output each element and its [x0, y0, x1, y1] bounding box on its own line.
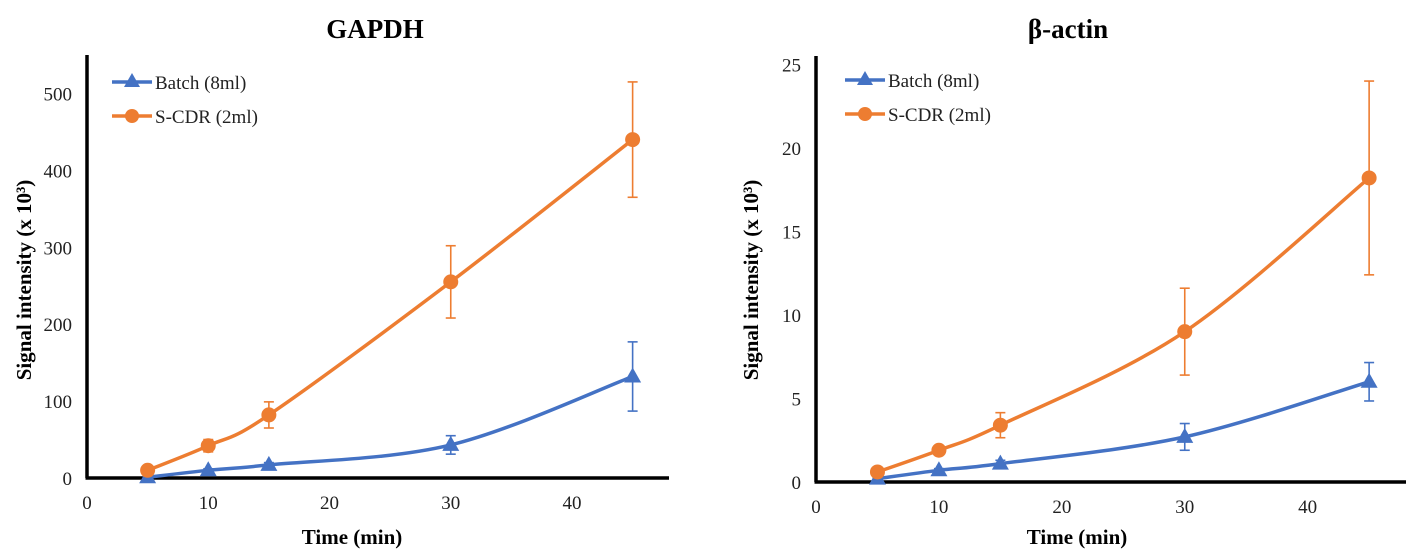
data-point-circle [1361, 170, 1377, 186]
series-scdr [140, 81, 641, 478]
data-point-circle [140, 462, 156, 478]
data-point-circle [200, 438, 216, 454]
plot-area: 0 100 200 300 400 500 0 10 20 30 40 Batch (8ml) S-CD… [44, 55, 669, 514]
legend-marker-circle [125, 109, 139, 123]
beta-actin-chart: β-actin Time (min) Signal intensity (x 1… [739, 14, 1406, 549]
legend-marker-circle [858, 107, 872, 121]
y-tick-label: 20 [782, 139, 801, 160]
legend-label: Batch (8ml) [155, 73, 246, 94]
legend-label: S-CDR (2ml) [888, 105, 991, 126]
legend-item: Batch (8ml) [845, 71, 979, 92]
series-batch [139, 341, 642, 484]
legend-item: S-CDR (2ml) [112, 107, 258, 128]
x-tick-label: 20 [320, 493, 339, 514]
y-tick-label: 0 [792, 473, 802, 494]
y-tick-label: 5 [792, 389, 802, 410]
gapdh-chart: GAPDH Time (min) Signal intensity (x 10³… [12, 14, 669, 549]
data-point-triangle [991, 454, 1009, 470]
data-point-triangle [930, 461, 948, 477]
x-tick-label: 0 [811, 497, 821, 518]
x-tick-label: 40 [563, 493, 582, 514]
data-point-circle [443, 274, 459, 290]
x-tick-label: 40 [1298, 497, 1317, 518]
x-tick-label: 30 [1175, 497, 1194, 518]
x-tick-label: 10 [199, 493, 218, 514]
beta-actin-chart-panel: β-actin Time (min) Signal intensity (x 1… [725, 0, 1413, 559]
legend-marker-triangle [124, 73, 140, 87]
data-point-circle [869, 464, 885, 480]
series-line [147, 374, 634, 479]
chart-title: GAPDH [326, 14, 424, 44]
legend-item: Batch (8ml) [112, 73, 246, 94]
series-line [877, 380, 1370, 481]
y-axis-title: Signal intensity (x 10³) [12, 180, 36, 381]
data-point-circle [1177, 324, 1193, 340]
legend-marker-triangle [857, 71, 873, 85]
chart-title: β-actin [1028, 14, 1108, 44]
series-scdr [869, 80, 1377, 480]
x-tick-label: 10 [929, 497, 948, 518]
data-point-triangle [442, 435, 460, 451]
y-tick-label: 300 [44, 238, 73, 259]
data-point-triangle [624, 367, 642, 383]
x-axis-title: Time (min) [302, 525, 403, 549]
data-point-triangle [1176, 427, 1194, 443]
y-axis-title: Signal intensity (x 10³) [739, 180, 763, 381]
y-tick-label: 400 [44, 161, 73, 182]
legend-item: S-CDR (2ml) [845, 105, 991, 126]
data-point-triangle [199, 461, 217, 477]
data-point-circle [992, 417, 1008, 433]
data-point-circle [261, 407, 277, 423]
x-tick-label: 0 [82, 493, 92, 514]
data-point-triangle [1360, 372, 1378, 388]
gapdh-chart-panel: GAPDH Time (min) Signal intensity (x 10³… [0, 0, 700, 559]
x-tick-label: 30 [441, 493, 460, 514]
y-tick-label: 100 [44, 392, 73, 413]
legend-label: Batch (8ml) [888, 71, 979, 92]
legend: Batch (8ml) S-CDR (2ml) [845, 71, 991, 126]
data-point-circle [931, 442, 947, 458]
data-point-triangle [260, 455, 278, 471]
legend: Batch (8ml) S-CDR (2ml) [112, 73, 258, 128]
y-tick-label: 10 [782, 306, 801, 327]
series-line [876, 176, 1371, 474]
y-tick-label: 200 [44, 315, 73, 336]
series-line [146, 138, 634, 472]
y-tick-label: 15 [782, 222, 801, 243]
x-axis-title: Time (min) [1027, 525, 1128, 549]
y-tick-label: 500 [44, 84, 73, 105]
legend-label: S-CDR (2ml) [155, 107, 258, 128]
y-tick-label: 0 [63, 469, 73, 490]
series-batch [868, 361, 1378, 485]
data-point-circle [625, 132, 641, 148]
y-tick-label: 25 [782, 55, 801, 76]
x-tick-label: 20 [1052, 497, 1071, 518]
plot-area: 0 5 10 15 20 25 0 10 20 30 40 Batch (8ml) S-CDR (2ml… [782, 55, 1406, 518]
